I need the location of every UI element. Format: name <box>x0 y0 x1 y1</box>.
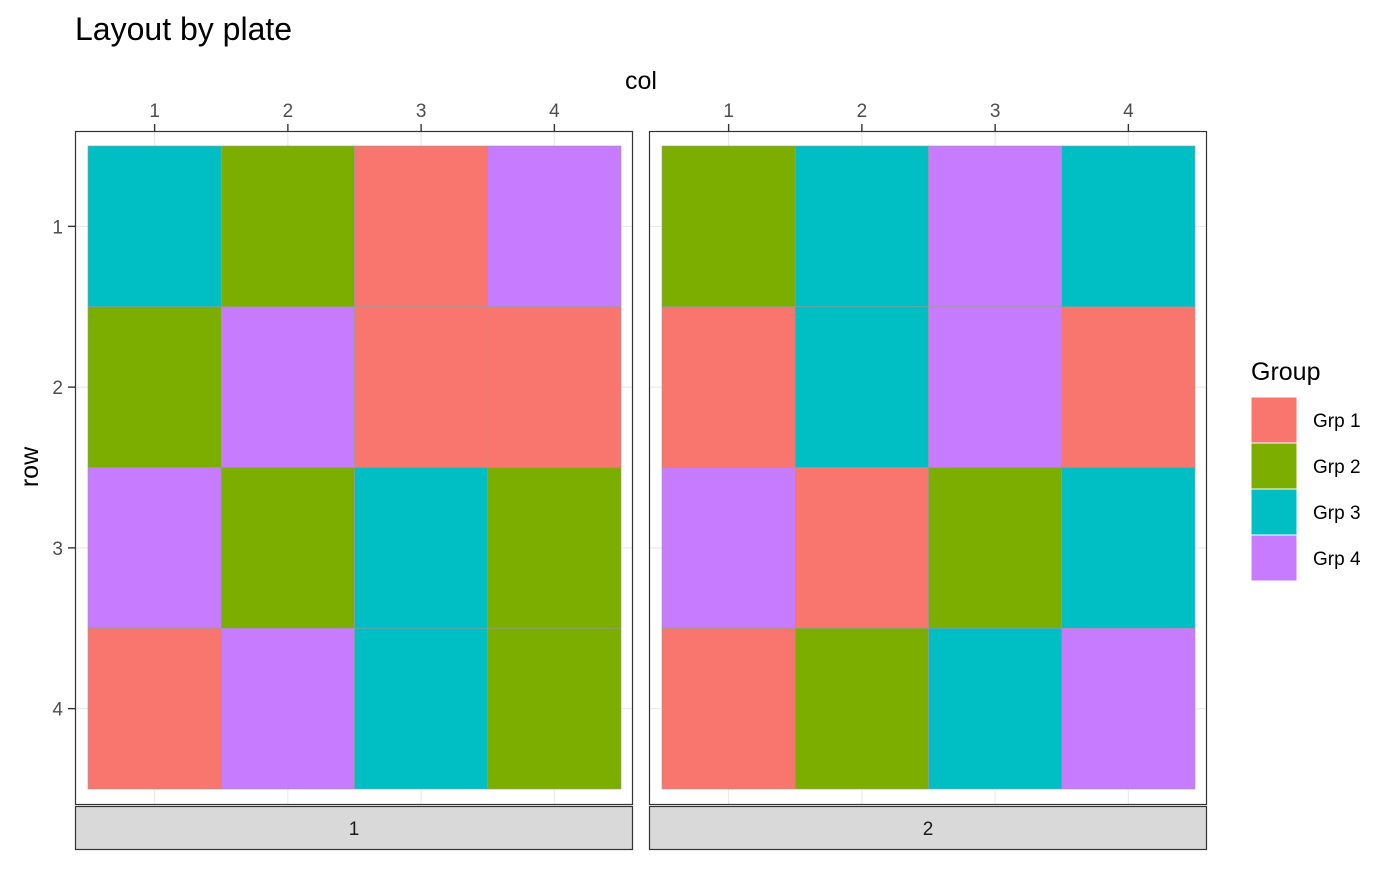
tile <box>487 627 622 790</box>
facet-panel-1: 1 2 3 4 1 2 3 4 1 <box>52 101 634 851</box>
tile <box>220 145 355 308</box>
legend-item: Grp 2 <box>1250 442 1361 490</box>
x-tick-label: 3 <box>416 101 427 122</box>
tile <box>928 627 1063 790</box>
y-tick-label: 3 <box>52 539 63 560</box>
tile <box>1061 145 1196 308</box>
tile <box>87 145 222 308</box>
legend-key <box>1250 488 1298 536</box>
tile <box>794 145 929 308</box>
tile <box>1061 467 1196 629</box>
tile <box>928 306 1063 468</box>
legend-item: Grp 4 <box>1250 534 1361 582</box>
tile <box>220 306 355 468</box>
legend-title: Group <box>1251 358 1320 386</box>
x-tick-label: 4 <box>1123 101 1134 122</box>
tile <box>928 145 1063 308</box>
tile <box>661 145 796 308</box>
legend-label: Grp 4 <box>1313 549 1361 570</box>
legend-item: Grp 3 <box>1250 488 1361 536</box>
x-axis-label: col <box>625 67 657 95</box>
y-axis-label: row <box>16 446 44 487</box>
chart-title: Layout by plate <box>75 11 292 47</box>
legend-label: Grp 1 <box>1313 411 1361 432</box>
x-tick-label: 4 <box>549 101 560 122</box>
legend-key <box>1250 442 1298 490</box>
tile <box>1061 306 1196 468</box>
tile <box>220 627 355 790</box>
legend-key <box>1250 534 1298 582</box>
tile <box>354 145 489 308</box>
tile <box>220 467 355 629</box>
tile <box>794 467 929 629</box>
legend-key <box>1250 396 1298 444</box>
legend-label: Grp 3 <box>1313 503 1361 524</box>
tile <box>661 467 796 629</box>
panel-border <box>648 130 1208 806</box>
facet-panel-2: 1 2 3 4 2 <box>648 101 1208 851</box>
x-tick-label: 3 <box>990 101 1001 122</box>
tile <box>87 467 222 629</box>
tile <box>661 306 796 468</box>
tile <box>354 306 489 468</box>
legend: Group Grp 1 Grp 2 Grp 3 Grp 4 <box>1250 358 1361 582</box>
y-tick-label: 1 <box>52 217 63 238</box>
legend-label: Grp 2 <box>1313 457 1361 478</box>
legend-item: Grp 1 <box>1250 396 1361 444</box>
facet-strip-label: 2 <box>923 819 934 840</box>
panel-border <box>74 130 634 806</box>
x-tick-label: 2 <box>857 101 868 122</box>
tile <box>487 145 622 308</box>
facet-strip <box>74 805 634 851</box>
facet-strip <box>648 805 1208 851</box>
tile <box>794 627 929 790</box>
tile <box>661 627 796 790</box>
tile <box>487 306 622 468</box>
tile <box>1061 627 1196 790</box>
x-tick-label: 2 <box>283 101 294 122</box>
panels-layer: 1 2 3 4 1 2 3 4 1 1 2 3 4 2 <box>52 101 1208 851</box>
x-tick-label: 1 <box>149 101 160 122</box>
x-tick-label: 1 <box>723 101 734 122</box>
tile <box>487 467 622 629</box>
tile <box>928 467 1063 629</box>
y-tick-label: 2 <box>52 378 63 399</box>
y-tick-label: 4 <box>52 700 63 721</box>
tile <box>87 627 222 790</box>
tile <box>87 306 222 468</box>
tile <box>354 627 489 790</box>
tile <box>354 467 489 629</box>
tile <box>794 306 929 468</box>
facet-strip-label: 1 <box>349 819 360 840</box>
